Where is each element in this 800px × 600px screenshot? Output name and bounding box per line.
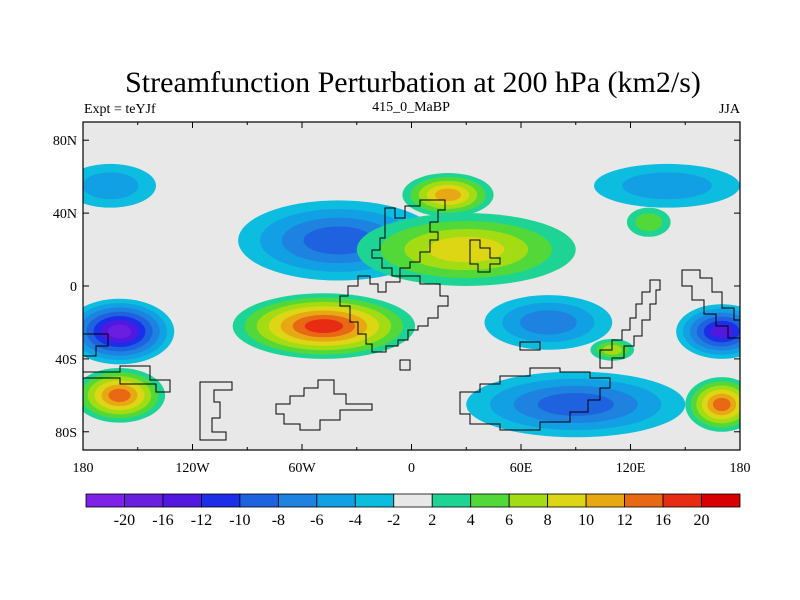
contour-band [304,319,344,333]
streamfunction-field [83,163,740,438]
contour-band [635,213,663,232]
colorbar-box [354,493,395,508]
colorbar-label: -8 [272,512,285,529]
colorbar-label: 10 [578,512,594,529]
colorbar-box [624,493,664,508]
field-feature [83,368,166,423]
colorbar-box [547,493,587,508]
field-feature [594,163,740,208]
field-feature [356,213,576,286]
colorbar-label: 16 [655,512,671,529]
x-tick-label: 120E [616,461,646,476]
contour-band [519,310,577,335]
contour-band [83,172,139,200]
contour-band [434,188,462,202]
field-feature [676,304,740,359]
colorbar-box [393,493,433,508]
field-feature [232,293,416,359]
colorbar-box [701,493,741,508]
y-tick-label: 80N [53,134,77,149]
y-tick-label: 40S [55,353,77,368]
colorbar-label: 8 [544,512,552,529]
colorbar: -20 -16 -12 -10 -8 -6 -4 -2 2 4 6 8 10 12 16 20 [85,493,741,529]
colorbar-label: -10 [229,512,250,529]
colorbar-box [508,493,549,508]
x-tick-label: 60W [288,461,316,476]
colorbar-box [124,493,164,508]
x-axis: 180 120W 60W 0 60E 120E 180 [73,122,751,476]
colorbar-label: -2 [387,512,400,529]
colorbar-label: -6 [310,512,323,529]
colorbar-box [277,493,318,508]
contour-band [712,397,731,412]
x-tick-label: 0 [408,461,415,476]
y-tick-label: 0 [70,280,77,295]
x-tick-label: 120W [175,461,210,476]
y-tick-label: 40N [53,207,77,222]
field-feature [685,377,740,432]
colorbar-label: 6 [505,512,513,529]
contour-band [537,393,614,416]
colorbar-box [162,493,202,508]
field-feature [402,173,494,217]
colorbar-label: -16 [152,512,173,529]
colorbar-label: 2 [428,512,436,529]
colorbar-box [239,493,279,508]
season-label: JJA [719,102,741,117]
colorbar-box [470,493,510,508]
case-label: 415_0_MaBP [372,100,450,115]
y-tick-label: 80S [55,426,77,441]
contour-band [428,236,505,263]
colorbar-label: 20 [694,512,710,529]
x-tick-label: 180 [73,461,94,476]
x-tick-label: 60E [510,461,533,476]
colorbar-label: -20 [114,512,135,529]
contour-band [622,172,712,200]
colorbar-box [316,493,356,508]
colorbar-box [431,493,472,508]
contour-band [108,388,131,402]
contour-band [710,324,733,339]
field-feature [83,298,175,365]
expt-label: Expt = teYJf [84,102,156,117]
y-axis: 80N 40N 0 40S 80S [53,134,740,441]
colorbar-label: 12 [617,512,633,529]
field-feature [626,207,671,237]
colorbar-label: 4 [467,512,475,529]
field-feature [484,295,613,350]
contour-band [303,226,374,255]
colorbar-label: -4 [349,512,362,529]
colorbar-label: -12 [191,512,212,529]
colorbar-box [585,493,625,508]
coastlines [83,199,740,441]
field-feature [83,163,156,208]
colorbar-box [662,493,702,508]
field-feature [466,371,686,438]
chart-title: Streamfunction Perturbation at 200 hPa (… [125,66,701,99]
x-tick-label: 180 [730,461,751,476]
contour-band [107,324,132,339]
colorbar-box [201,493,241,508]
map-panel [82,121,741,451]
colorbar-box [85,493,125,508]
